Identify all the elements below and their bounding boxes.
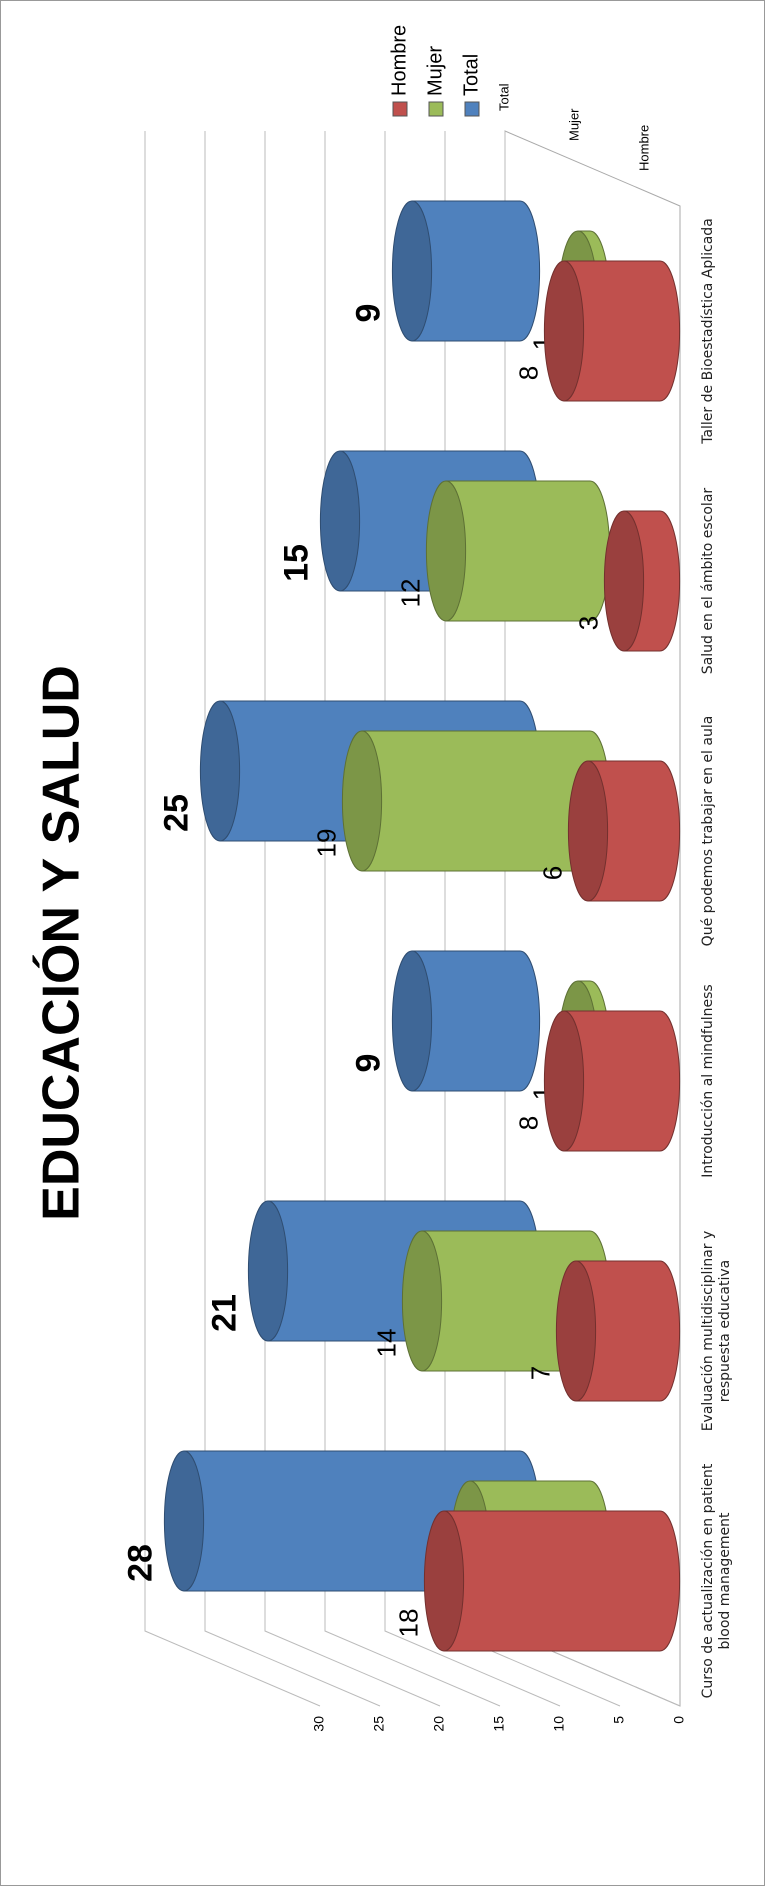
depth-label: Total [496,83,511,111]
bar-top [603,510,645,652]
data-label: 28 [121,1544,159,1582]
x-tick-text: Introducción al mindfulness [700,984,716,1178]
grid-line [324,131,501,1707]
bar-top [543,260,585,402]
data-label: 18 [393,1609,423,1638]
bar-top [319,450,361,592]
y-tick-label: 25 [371,1716,387,1732]
legend-label: Total [460,54,482,96]
depth-label: Hombre [636,125,651,171]
bar-top [567,760,609,902]
bar-top [163,1450,205,1592]
legend-swatch [428,101,444,117]
data-label: 8 [513,366,543,380]
legend-swatch [392,101,408,117]
depth-label: Mujer [566,108,581,141]
data-label: 6 [537,866,567,880]
y-tick-label: 15 [491,1716,507,1732]
legend-swatch [464,101,480,117]
data-label: 9 [349,304,387,323]
bar-top [391,200,433,342]
chart-title: EDUCACIÓN Y SALUD [33,665,91,1221]
bar-body [575,1260,681,1402]
bar-body [587,760,681,902]
x-tick-label: Evaluación multidisciplinar y respuesta … [700,1230,733,1432]
bar [391,200,541,342]
data-label: 8 [513,1116,543,1130]
bar-body [563,1010,681,1152]
chart-body: EDUCACIÓN Y SALUD 0 5 10 15 20 25 30 Hombre Muje… [33,25,733,1732]
y-tick-label: 5 [611,1716,627,1724]
data-label: 21 [205,1294,243,1332]
data-label: 9 [349,1054,387,1073]
bar [543,260,681,402]
bar-top [391,950,433,1092]
bar-body [563,260,681,402]
data-label: 12 [395,579,425,608]
bar-top [199,700,241,842]
bar-body [445,480,611,622]
bar-top [555,1260,597,1402]
bar-top [423,1510,465,1652]
x-tick-label: Salud en el ámbito escolar [700,487,716,675]
bar-body [443,1510,681,1652]
bar [423,1510,681,1652]
grid-line [384,131,561,1707]
bar [567,760,681,902]
bar [391,950,541,1092]
data-label: 15 [277,544,315,582]
bar-top [247,1200,289,1342]
data-label: 3 [573,616,603,630]
x-tick-text: Evaluación multidisciplinar y respuesta … [700,1230,733,1432]
x-tick-text: Taller de Bioestadística Aplicada [700,218,716,444]
y-tick-label: 20 [431,1716,447,1732]
grid-line [204,131,381,1707]
data-label: 14 [371,1329,401,1358]
bar-top [401,1230,443,1372]
x-tick-label: Qué podemos trabajar en el aula [700,715,716,947]
legend-label: Hombre [388,25,410,96]
bar [555,1260,681,1402]
bar [603,510,681,652]
x-tick-text: Salud en el ámbito escolar [700,487,716,675]
y-tick-label: 0 [671,1716,687,1724]
x-tick-label: Curso de actualización en patient blood … [700,1463,733,1699]
bar-top [425,480,467,622]
x-tick-label: Taller de Bioestadística Aplicada [700,218,716,444]
bar [425,480,611,622]
y-tick-label: 10 [551,1716,567,1732]
bar-top [341,730,383,872]
bar [341,730,611,872]
grid-line [264,131,441,1707]
x-tick-text: Curso de actualización en patient blood … [700,1463,733,1699]
bar-top [543,1010,585,1152]
x-tick-label: Introducción al mindfulness [700,984,716,1178]
data-label: 25 [157,794,195,832]
legend-label: Mujer [424,46,446,96]
x-tick-text: Qué podemos trabajar en el aula [700,715,716,947]
bar-body [411,950,541,1092]
data-label: 19 [311,829,341,858]
grid-line [144,131,321,1707]
data-label: 7 [525,1366,555,1380]
bar-body [411,200,541,342]
bar [543,1010,681,1152]
y-tick-label: 30 [311,1716,327,1732]
